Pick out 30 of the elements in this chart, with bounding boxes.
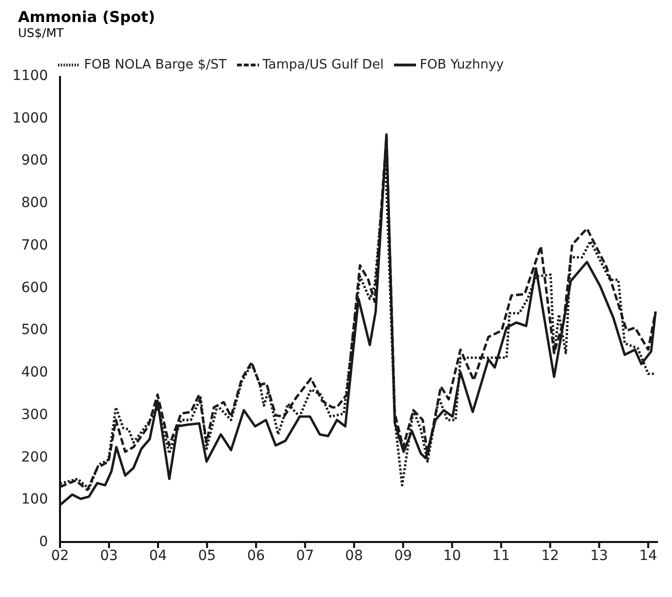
y-tick-label: 100 — [21, 492, 48, 508]
x-tick-label: 08 — [345, 548, 364, 564]
x-tick-label: 03 — [100, 548, 118, 564]
y-tick-label: 800 — [21, 195, 48, 212]
x-tick-label: 14 — [639, 548, 658, 564]
y-tick-label: 400 — [21, 364, 48, 381]
x-tick-label: 04 — [149, 548, 168, 564]
y-tick-label: 1000 — [12, 110, 48, 126]
x-tick-label: 11 — [492, 548, 510, 564]
legend-label: Tampa/US Gulf Del — [262, 58, 384, 73]
x-tick-label: 06 — [247, 548, 266, 564]
x-tick-label: 07 — [296, 548, 314, 564]
legend-label: FOB Yuzhnyy — [420, 58, 504, 73]
x-tick-label: 09 — [394, 548, 412, 564]
chart-subtitle: US$/MT — [18, 26, 65, 40]
x-tick-label: 02 — [51, 548, 69, 564]
x-tick-label: 05 — [198, 548, 216, 564]
x-tick-label: 13 — [590, 548, 608, 564]
y-tick-label: 500 — [21, 322, 48, 338]
y-tick-label: 0 — [39, 534, 48, 550]
legend-label: FOB NOLA Barge $/ST — [84, 58, 227, 73]
y-tick-label: 200 — [21, 449, 48, 466]
y-tick-label: 1100 — [12, 68, 48, 84]
y-tick-label: 900 — [21, 152, 48, 169]
x-tick-label: 12 — [541, 548, 560, 564]
y-tick-label: 300 — [21, 406, 48, 423]
x-tick-label: 10 — [443, 548, 462, 564]
y-tick-label: 600 — [21, 280, 48, 296]
chart-title: Ammonia (Spot) — [18, 8, 156, 26]
y-tick-label: 700 — [21, 237, 48, 254]
